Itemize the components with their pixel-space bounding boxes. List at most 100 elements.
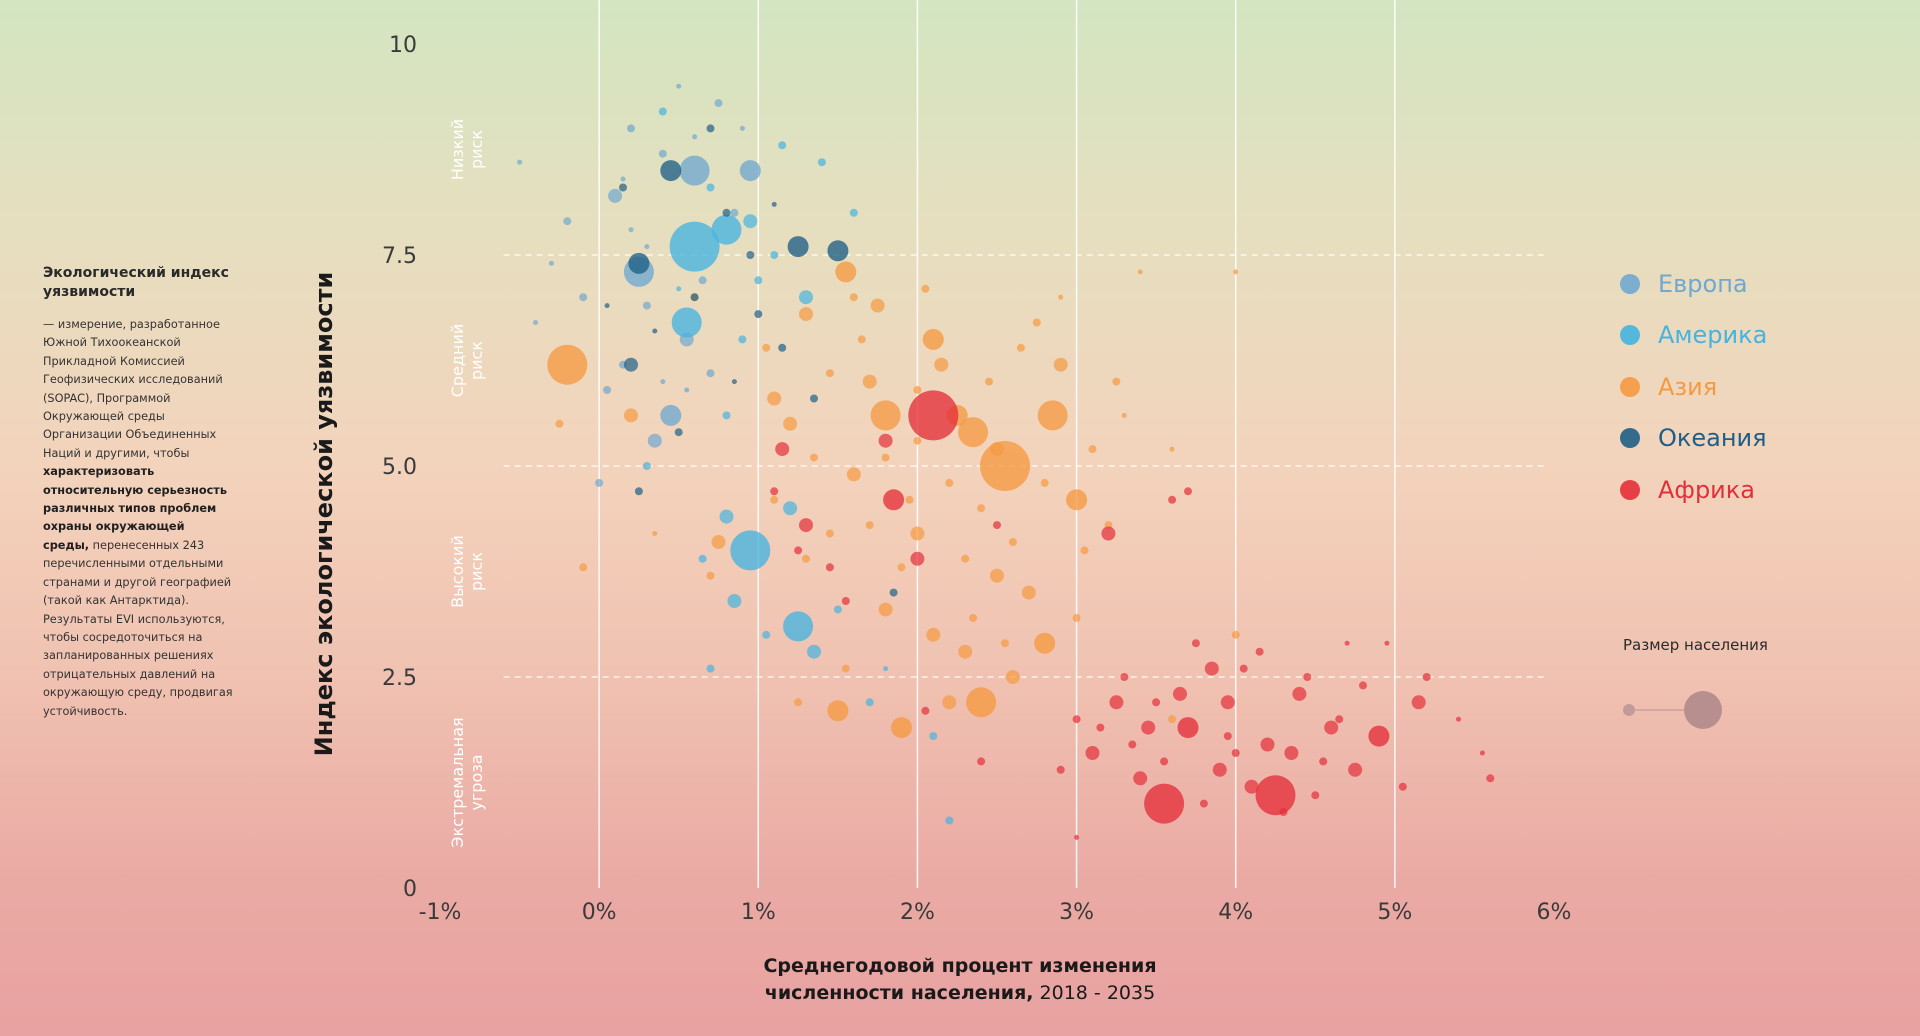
data-point <box>624 357 638 372</box>
data-point <box>889 588 898 597</box>
data-point <box>770 495 779 504</box>
data-point <box>1344 640 1350 646</box>
data-point <box>660 404 682 426</box>
x-tick-label: 1% <box>741 900 776 925</box>
data-point <box>921 284 930 293</box>
data-point <box>787 236 809 258</box>
data-point <box>746 251 755 259</box>
data-point <box>627 124 635 133</box>
data-point <box>634 487 643 496</box>
data-point <box>1053 357 1068 372</box>
data-point <box>961 554 970 563</box>
data-point <box>810 394 818 403</box>
population-size-title: Размер населения <box>1623 636 1768 654</box>
data-point <box>642 301 651 310</box>
data-point <box>865 698 874 707</box>
data-point <box>1348 762 1363 777</box>
data-point <box>929 732 938 741</box>
data-point <box>1001 639 1009 648</box>
data-point <box>966 687 997 718</box>
data-point <box>1319 757 1328 766</box>
data-point <box>711 214 742 245</box>
data-point <box>1260 737 1275 752</box>
legend-dot <box>1620 479 1640 500</box>
data-point <box>674 428 683 437</box>
data-point <box>778 343 787 352</box>
risk-band-label: Среднийриск <box>448 324 486 398</box>
data-point <box>739 125 745 131</box>
data-point <box>878 433 893 448</box>
data-point <box>794 698 803 707</box>
data-point <box>658 107 667 116</box>
data-point <box>628 252 650 274</box>
data-point <box>1109 695 1124 710</box>
data-point <box>731 379 737 385</box>
x-tick-label: 2% <box>900 900 935 925</box>
legend: Европа Америка Азия Океания Африка <box>1620 258 1767 516</box>
data-point <box>778 141 787 150</box>
risk-band-label-line: угроза <box>467 754 486 810</box>
data-point <box>827 240 849 262</box>
risk-band-label-line: Экстремальная <box>448 717 467 847</box>
data-point <box>799 307 813 322</box>
data-point <box>739 160 761 182</box>
data-point <box>1168 715 1177 724</box>
data-point <box>563 217 572 226</box>
data-point <box>1072 715 1081 724</box>
data-point <box>841 664 850 673</box>
data-point <box>1486 774 1495 783</box>
data-point <box>754 276 763 285</box>
data-point <box>870 298 885 313</box>
data-point <box>1233 269 1239 275</box>
data-point <box>857 335 866 344</box>
size-legend-large-dot <box>1684 691 1722 729</box>
y-tick-label: 0 <box>403 877 417 902</box>
data-point <box>711 535 726 549</box>
data-point <box>891 717 912 739</box>
data-point <box>865 521 874 530</box>
data-point <box>698 276 707 285</box>
data-point <box>1324 720 1339 735</box>
data-point <box>846 467 861 482</box>
data-point <box>1080 546 1089 555</box>
risk-band-label-line: риск <box>467 341 486 380</box>
data-point <box>647 433 662 448</box>
data-point <box>881 453 890 462</box>
x-axis-label-years: 2018 - 2035 <box>1033 982 1156 1004</box>
data-point <box>730 530 771 571</box>
data-point <box>706 571 715 580</box>
data-point <box>1137 269 1143 275</box>
data-point <box>1231 630 1240 639</box>
evi-text-bold: характеризовать относительную серьезност… <box>43 465 227 552</box>
data-point <box>827 700 849 722</box>
legend-label: Африка <box>1658 475 1755 504</box>
risk-band-label-line: Средний <box>448 324 467 398</box>
data-point <box>762 343 771 352</box>
data-point <box>1239 664 1248 673</box>
data-point <box>658 149 667 158</box>
data-point <box>883 666 889 672</box>
evi-text-pre: — измерение, разработанное Южной Тихооке… <box>43 318 223 460</box>
data-point <box>1037 400 1068 431</box>
data-point <box>910 551 925 566</box>
data-point <box>1058 294 1064 300</box>
data-point <box>770 487 779 496</box>
data-point <box>921 706 930 715</box>
data-point <box>1398 782 1407 791</box>
data-point <box>660 379 666 385</box>
data-point <box>883 489 905 511</box>
data-point <box>533 320 538 325</box>
data-point <box>870 400 901 431</box>
data-point <box>783 416 798 431</box>
data-point <box>1085 746 1100 760</box>
data-point <box>690 293 699 302</box>
evi-title: Экологический индекс уязвимости <box>43 265 229 300</box>
data-point <box>1173 686 1187 701</box>
x-axis-label: Среднегодовой процент изменения численно… <box>710 953 1210 1007</box>
x-tick-label: 6% <box>1537 900 1572 925</box>
data-point <box>977 757 986 766</box>
data-point <box>1008 538 1017 546</box>
risk-band-label: Низкийриск <box>448 119 486 180</box>
data-point <box>980 441 1030 491</box>
data-point <box>1160 757 1169 766</box>
